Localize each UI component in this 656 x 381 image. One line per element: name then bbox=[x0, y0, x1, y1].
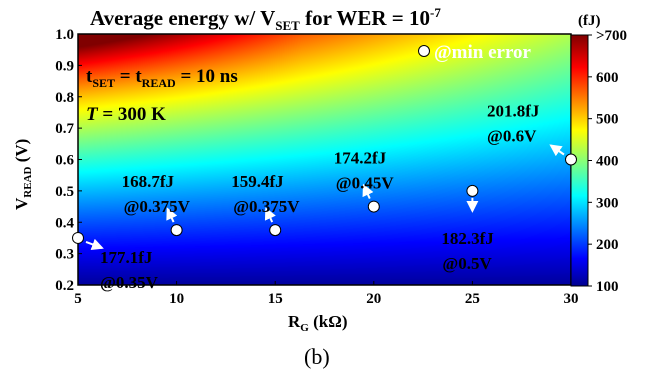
energy-label: 201.8fJ bbox=[487, 102, 540, 121]
energy-label: 182.3fJ bbox=[441, 229, 494, 248]
x-tick-label: 5 bbox=[74, 291, 82, 307]
colorbar-tick-label: 400 bbox=[596, 154, 619, 170]
legend-marker bbox=[418, 45, 430, 57]
arrow bbox=[549, 144, 565, 157]
colorbar-tick-label: 100 bbox=[596, 279, 619, 295]
y-tick-label: 0.5 bbox=[55, 184, 74, 200]
min-error-point-group: 174.2fJ @0.45V bbox=[334, 149, 395, 213]
min-error-marker bbox=[269, 224, 282, 237]
energy-label: 174.2fJ bbox=[334, 149, 387, 168]
y-axis-ticks: 0.2 0.3 0.4 0.5 0.6 0.7 0.8 0.9 1.0 bbox=[55, 27, 82, 294]
energy-label: 168.7fJ bbox=[122, 172, 175, 191]
x-tick-label: 30 bbox=[564, 291, 579, 307]
min-error-point-group: 159.4fJ @0.375V bbox=[231, 172, 300, 237]
min-error-point-group: 201.8fJ @0.6V bbox=[487, 102, 577, 166]
colorbar-tick-label: >700 bbox=[596, 28, 627, 44]
colorbar-unit: (fJ) bbox=[578, 13, 601, 29]
arrow bbox=[166, 207, 178, 223]
y-tick-label: 0.3 bbox=[55, 247, 74, 263]
chart-title: Average energy w/ VSET for WER = 10-7 bbox=[90, 5, 441, 33]
legend-label: @min error bbox=[434, 42, 532, 63]
voltage-label: @0.5V bbox=[442, 254, 492, 273]
y-axis-label: VREAD (V) bbox=[12, 139, 34, 210]
y-tick-label: 0.4 bbox=[55, 215, 74, 231]
min-error-marker bbox=[170, 224, 183, 237]
y-tick-label: 1.0 bbox=[55, 27, 74, 43]
x-axis-label: RG (kΩ) bbox=[288, 312, 347, 334]
min-error-marker bbox=[72, 231, 84, 244]
voltage-label: @0.375V bbox=[124, 197, 191, 216]
colorbar-tick-label: 300 bbox=[596, 195, 619, 211]
time-annotation: tSET = tREAD = 10 ns bbox=[86, 66, 238, 90]
energy-label: 177.1fJ bbox=[100, 248, 153, 267]
x-axis-ticks: 5 10 15 20 25 30 bbox=[74, 281, 579, 307]
colorbar-tick-label: 600 bbox=[596, 70, 619, 86]
x-tick-label: 15 bbox=[268, 291, 283, 307]
colorbar-ticks: 100 200 300 400 500 600 >700 bbox=[588, 28, 627, 295]
x-tick-label: 25 bbox=[465, 291, 480, 307]
min-error-marker bbox=[367, 200, 380, 213]
x-tick-label: 10 bbox=[169, 291, 184, 307]
voltage-label: @0.45V bbox=[336, 174, 395, 193]
y-tick-label: 0.6 bbox=[55, 153, 74, 169]
y-tick-label: 0.8 bbox=[55, 90, 74, 106]
min-error-point-group: 182.3fJ @0.5V bbox=[441, 184, 494, 273]
voltage-label: @0.35V bbox=[100, 273, 159, 292]
arrow bbox=[85, 238, 104, 251]
colorbar-tick-label: 500 bbox=[596, 112, 619, 128]
y-tick-label: 0.9 bbox=[55, 58, 74, 74]
y-tick-label: 0.2 bbox=[55, 278, 74, 294]
voltage-label: @0.6V bbox=[487, 127, 537, 146]
voltage-label: @0.375V bbox=[233, 197, 300, 216]
min-error-point-group: 177.1fJ @0.35V bbox=[72, 231, 159, 292]
arrow bbox=[362, 183, 374, 199]
y-tick-label: 0.7 bbox=[55, 121, 74, 137]
min-error-point-group: 168.7fJ @0.375V bbox=[122, 172, 191, 237]
min-error-marker bbox=[565, 153, 577, 166]
figure-caption: (b) bbox=[304, 344, 330, 369]
min-error-points: 177.1fJ @0.35V 168.7fJ @0.375V 159.4fJ @0.375… bbox=[72, 102, 577, 292]
energy-label: 159.4fJ bbox=[231, 172, 284, 191]
x-tick-label: 20 bbox=[366, 291, 381, 307]
arrow bbox=[264, 207, 276, 223]
heatmap-surface bbox=[78, 34, 571, 285]
colorbar-tick-label: 200 bbox=[596, 237, 619, 253]
min-error-marker bbox=[466, 184, 479, 197]
temperature-annotation: T = 300 K bbox=[86, 104, 166, 125]
